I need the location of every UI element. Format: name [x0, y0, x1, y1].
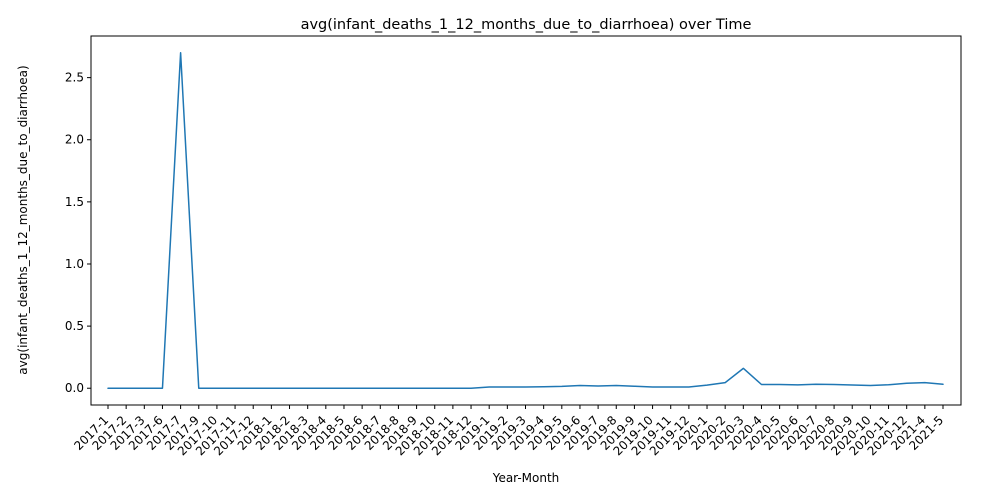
- series-line: [107, 52, 944, 389]
- y-tick-label: 0.0: [65, 381, 84, 395]
- y-axis-title: avg(infant_deaths_1_12_months_due_to_dia…: [16, 65, 30, 374]
- plot-frame: [90, 35, 962, 406]
- plot-area: 0.00.51.01.52.02.52017-12017-22017-32017…: [65, 35, 962, 458]
- y-tick-label: 0.5: [65, 319, 84, 333]
- chart-title: avg(infant_deaths_1_12_months_due_to_dia…: [301, 17, 752, 33]
- y-tick-label: 1.0: [65, 257, 84, 271]
- x-axis-title: Year-Month: [492, 471, 560, 485]
- y-tick-label: 2.5: [65, 71, 84, 85]
- y-tick-label: 1.5: [65, 195, 84, 209]
- y-tick-label: 2.0: [65, 133, 84, 147]
